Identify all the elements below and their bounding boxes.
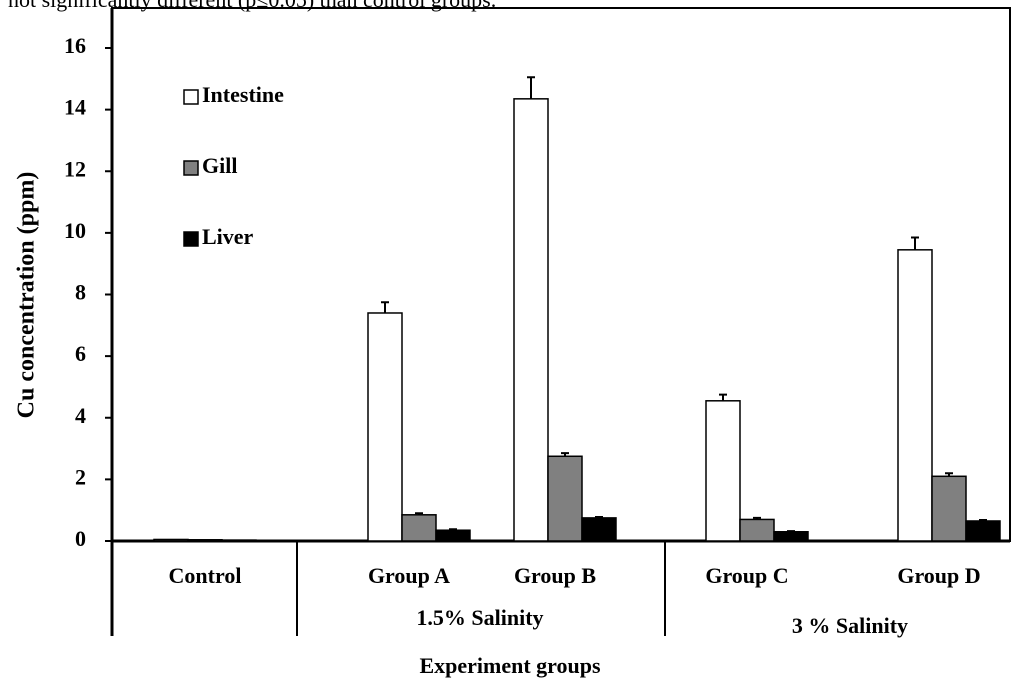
bar xyxy=(221,539,257,542)
y-axis-label: Cu concentration (ppm) xyxy=(14,172,40,419)
bar xyxy=(931,475,967,542)
bar xyxy=(705,400,741,542)
bar xyxy=(773,531,809,542)
x-tick-label: Group B xyxy=(514,563,596,588)
x-axis-label: Experiment groups xyxy=(419,653,601,678)
error-bar xyxy=(595,515,603,518)
legend-label: Intestine xyxy=(202,82,284,107)
bar xyxy=(581,517,617,542)
bar xyxy=(513,98,549,542)
error-bar xyxy=(719,393,727,401)
legend-label: Liver xyxy=(202,224,254,249)
bar xyxy=(187,539,223,542)
error-bar xyxy=(911,236,919,250)
error-bar xyxy=(415,512,423,515)
error-bar xyxy=(979,519,987,522)
legend-swatch xyxy=(183,89,199,105)
y-tick-label: 16 xyxy=(64,33,86,58)
y-tick-label: 6 xyxy=(75,341,86,366)
x-tick-label: Group C xyxy=(705,563,788,588)
bar xyxy=(739,518,775,542)
legend-label: Gill xyxy=(202,153,237,178)
legend-swatch xyxy=(183,160,199,176)
caption: not significantly different (p≤0.05) tha… xyxy=(8,0,496,12)
group-label: 1.5% Salinity xyxy=(416,605,543,630)
bar xyxy=(965,520,1001,542)
error-bar xyxy=(381,301,389,313)
x-tick-label: Group D xyxy=(897,563,980,588)
error-bar xyxy=(753,516,761,520)
y-tick-label: 14 xyxy=(64,95,86,120)
bar xyxy=(547,455,583,542)
x-tick-label: Control xyxy=(169,563,242,588)
error-bar xyxy=(945,472,953,477)
x-tick-label: Group A xyxy=(368,563,450,588)
error-bar xyxy=(449,528,457,531)
error-bar xyxy=(561,452,569,457)
error-bar xyxy=(527,76,535,99)
y-tick-label: 0 xyxy=(75,526,86,551)
y-tick-label: 8 xyxy=(75,280,86,305)
bar xyxy=(153,538,189,542)
bar xyxy=(897,249,933,542)
y-tick-label: 10 xyxy=(64,218,86,243)
legend-swatch xyxy=(183,231,199,247)
bar xyxy=(367,312,403,542)
y-tick-label: 12 xyxy=(64,156,86,181)
bar xyxy=(435,529,471,542)
bar xyxy=(401,514,437,542)
y-tick-label: 2 xyxy=(75,464,86,489)
group-label: 3 % Salinity xyxy=(792,613,908,638)
y-tick-label: 4 xyxy=(75,403,86,428)
error-bar xyxy=(787,530,795,533)
